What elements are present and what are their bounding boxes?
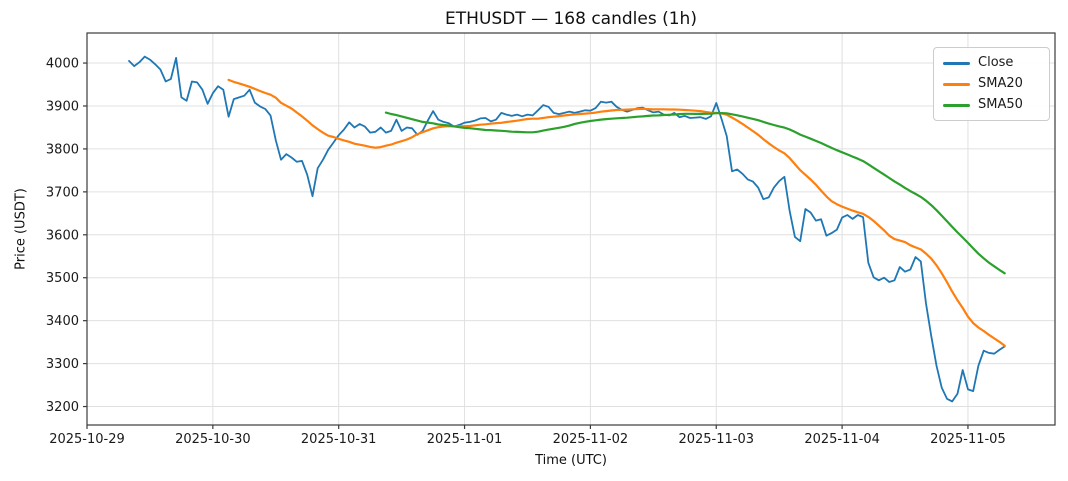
legend-item-sma50: SMA50 xyxy=(943,97,1039,113)
y-tick-label: 3200 xyxy=(46,400,79,415)
y-tick-label: 3400 xyxy=(46,314,79,329)
x-tick-label: 2025-11-01 xyxy=(427,432,503,447)
chart-title: ETHUSDT — 168 candles (1h) xyxy=(445,9,697,29)
sma20-line-swatch xyxy=(943,82,970,86)
y-axis-label: Price (USDT) xyxy=(13,188,29,270)
x-tick-label: 2025-11-03 xyxy=(678,432,754,447)
x-tick-label: 2025-10-30 xyxy=(175,432,251,447)
sma50-line-swatch xyxy=(943,103,970,107)
x-axis-label: Time (UTC) xyxy=(535,453,607,468)
legend-label-sma20: SMA20 xyxy=(978,76,1023,91)
legend-label-sma50: SMA50 xyxy=(978,97,1023,112)
legend-item-close: Close xyxy=(943,55,1039,71)
y-tick-label: 3900 xyxy=(46,99,79,114)
x-tick-label: 2025-10-29 xyxy=(49,432,125,447)
x-tick-label: 2025-11-05 xyxy=(930,432,1006,447)
legend: Close SMA20 SMA50 xyxy=(933,47,1050,121)
y-tick-label: 3700 xyxy=(46,185,79,200)
plot-border xyxy=(86,32,1056,426)
close-line-swatch xyxy=(943,61,970,65)
y-tick-label: 3600 xyxy=(46,228,79,243)
y-tick-label: 3300 xyxy=(46,357,79,372)
x-tick-label: 2025-11-02 xyxy=(553,432,629,447)
series-line-close xyxy=(128,55,1006,403)
y-tick-label: 3800 xyxy=(46,142,79,157)
series-line-sma50 xyxy=(384,111,1006,275)
y-tick-label: 3500 xyxy=(46,271,79,286)
x-tick-label: 2025-10-31 xyxy=(301,432,377,447)
series-line-sma20 xyxy=(227,78,1006,347)
y-tick-label: 4000 xyxy=(46,57,79,72)
legend-item-sma20: SMA20 xyxy=(943,76,1039,92)
legend-label-close: Close xyxy=(978,55,1014,70)
x-tick-label: 2025-11-04 xyxy=(804,432,880,447)
